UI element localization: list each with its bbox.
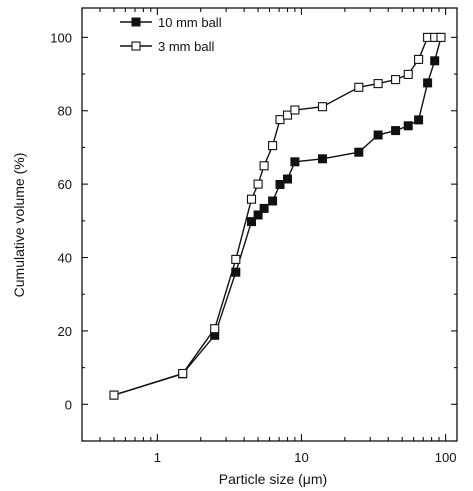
series-line — [113, 37, 442, 396]
data-point — [290, 105, 300, 115]
data-point — [317, 102, 328, 112]
legend-label: 10 mm ball — [158, 15, 222, 30]
data-point — [373, 130, 383, 140]
axes: 0 20 40 60 80 100 1 10 100 — [50, 7, 458, 465]
data-point — [231, 254, 241, 264]
data-point — [259, 203, 269, 213]
data-point — [246, 194, 257, 204]
data-point — [391, 126, 401, 136]
data-point — [414, 115, 424, 125]
data-point — [414, 54, 424, 64]
series-layer — [109, 32, 446, 400]
plot-frame — [81, 7, 458, 442]
data-point — [247, 217, 256, 227]
y-axis-label: Cumulative volume (%) — [11, 153, 27, 298]
series-line — [113, 36, 441, 396]
data-point — [430, 56, 440, 66]
data-point — [318, 154, 327, 164]
data-point — [275, 115, 285, 125]
data-point — [282, 110, 293, 120]
y-tick-label: 0 — [65, 397, 72, 412]
legend-marker — [131, 41, 141, 51]
y-tick-label: 60 — [58, 177, 72, 192]
data-point — [268, 141, 278, 151]
data-point — [253, 179, 263, 189]
data-point — [253, 210, 263, 220]
data-point — [436, 32, 446, 42]
series-1 — [109, 32, 446, 400]
data-point — [109, 390, 119, 400]
x-tick-label: 10 — [294, 450, 308, 465]
data-point — [178, 368, 188, 379]
data-point — [275, 180, 285, 189]
x-tick-label: 1 — [154, 450, 161, 465]
legend-label: 3 mm ball — [158, 39, 214, 54]
data-point — [373, 79, 383, 89]
y-tick-label: 80 — [58, 104, 72, 119]
data-point — [403, 121, 413, 131]
x-tick-label: 100 — [435, 450, 457, 465]
series-2 — [109, 32, 446, 400]
data-point — [423, 78, 433, 88]
x-axis-label: Particle size (μm) — [219, 471, 327, 487]
data-point — [268, 196, 278, 206]
data-point — [354, 147, 364, 157]
legend-marker — [131, 17, 141, 27]
legend: 10 mm ball 3 mm ball — [120, 15, 222, 54]
y-tick-label: 40 — [58, 251, 72, 266]
data-point — [403, 69, 413, 79]
data-point — [259, 161, 269, 171]
data-point — [391, 75, 401, 85]
y-tick-label: 100 — [50, 30, 72, 45]
data-point — [283, 174, 292, 184]
data-point — [290, 157, 300, 167]
y-tick-label: 20 — [58, 324, 72, 339]
data-point — [354, 82, 364, 92]
data-point — [210, 324, 220, 334]
